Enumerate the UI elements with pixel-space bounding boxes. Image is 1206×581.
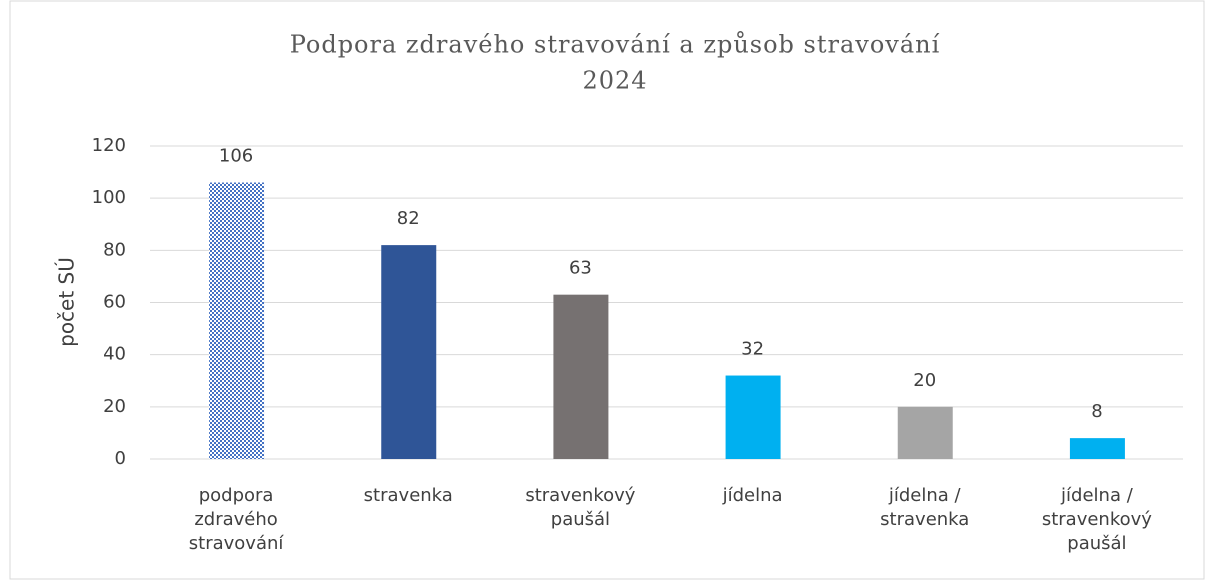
- x-tick-label: podpora zdravého stravování: [188, 485, 284, 554]
- data-label: 106: [219, 146, 253, 167]
- data-label: 32: [741, 339, 764, 360]
- chart-title: 2024: [582, 67, 647, 95]
- y-tick-label: 80: [103, 239, 126, 260]
- bar: [725, 375, 781, 459]
- x-tick-label: jídelna / stravenkový paušál: [1041, 485, 1152, 554]
- bar: [1069, 438, 1125, 459]
- bar: [897, 406, 953, 459]
- y-tick-label: 20: [103, 396, 126, 417]
- y-axis-label: počet SÚ: [55, 257, 79, 347]
- y-tick-label: 40: [103, 344, 126, 365]
- x-tick-label: stravenka: [363, 485, 453, 506]
- bar: [381, 245, 437, 459]
- chart-border: [9, 0, 1205, 580]
- x-tick-label: jídelna / stravenka: [880, 485, 970, 530]
- x-tick-label: stravenkový paušál: [525, 485, 636, 530]
- data-label: 82: [397, 208, 420, 229]
- y-tick-label: 60: [103, 292, 126, 313]
- data-label: 63: [569, 258, 592, 279]
- y-tick-label: 0: [115, 448, 126, 469]
- chart-title: Podpora zdravého stravování a způsob str…: [290, 31, 941, 59]
- x-tick-label: jídelna: [722, 485, 783, 506]
- data-label: 20: [913, 370, 936, 391]
- bar: [553, 294, 609, 459]
- y-tick-label: 100: [92, 187, 126, 208]
- y-tick-label: 120: [92, 135, 126, 156]
- bar: [209, 182, 265, 459]
- data-label: 8: [1091, 401, 1102, 422]
